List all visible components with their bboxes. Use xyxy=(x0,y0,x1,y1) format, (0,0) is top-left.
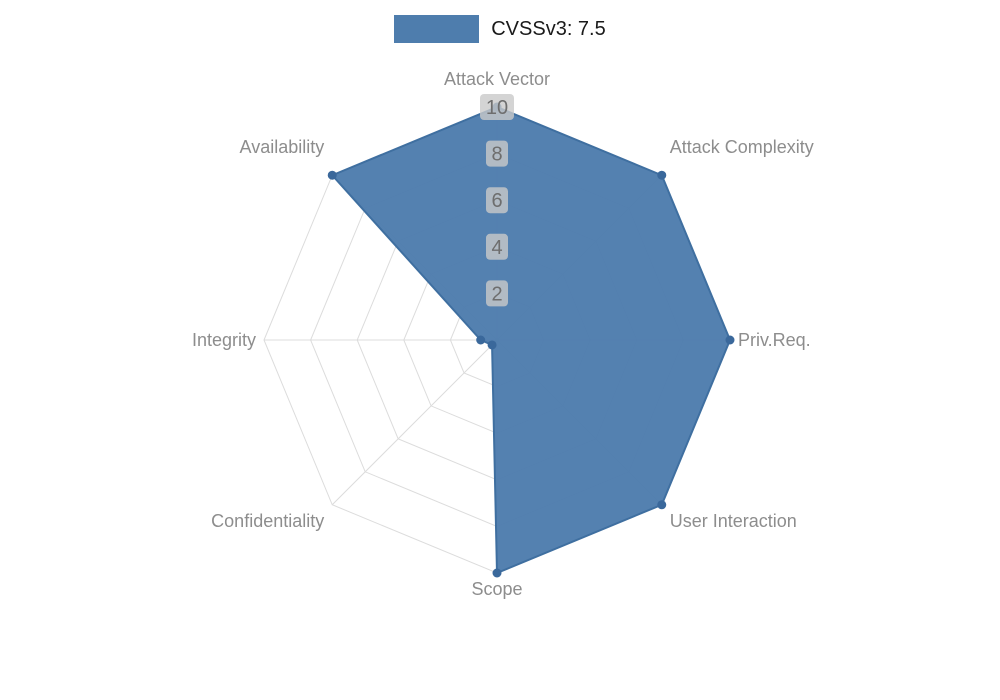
legend-swatch xyxy=(394,15,480,43)
radar-marker xyxy=(657,500,667,510)
radar-marker xyxy=(487,340,497,350)
axis-label-integrity: Integrity xyxy=(192,330,256,350)
axis-label-availability: Availability xyxy=(240,137,325,157)
axis-label-priv-req: Priv.Req. xyxy=(738,330,811,350)
tick-bg xyxy=(486,187,508,214)
axis-label-user-interaction: User Interaction xyxy=(670,511,797,531)
tick-bg xyxy=(486,140,508,167)
tick-label: 6 xyxy=(491,190,502,212)
tick-label: 4 xyxy=(491,237,502,259)
radar-marker xyxy=(725,335,735,345)
tick-label: 2 xyxy=(491,283,502,305)
radar-marker xyxy=(327,170,337,180)
grid-spoke xyxy=(331,339,498,506)
radar-marker xyxy=(492,568,502,578)
legend-label: CVSSv3: 7.5 xyxy=(491,17,606,40)
tick-bg xyxy=(486,280,508,307)
axis-label-scope: Scope xyxy=(471,579,522,599)
tick-bg xyxy=(480,94,514,120)
axis-label-attack-complexity: Attack Complexity xyxy=(670,137,814,157)
radar-marker xyxy=(657,170,667,180)
tick-label: 8 xyxy=(491,144,502,166)
legend: CVSSv3: 7.5 xyxy=(0,15,1000,43)
radar-marker xyxy=(476,335,486,345)
tick-bg xyxy=(486,233,508,260)
axis-label-confidentiality: Confidentiality xyxy=(211,511,324,531)
axis-label-attack-vector: Attack Vector xyxy=(444,69,550,89)
tick-label: 10 xyxy=(486,97,508,119)
